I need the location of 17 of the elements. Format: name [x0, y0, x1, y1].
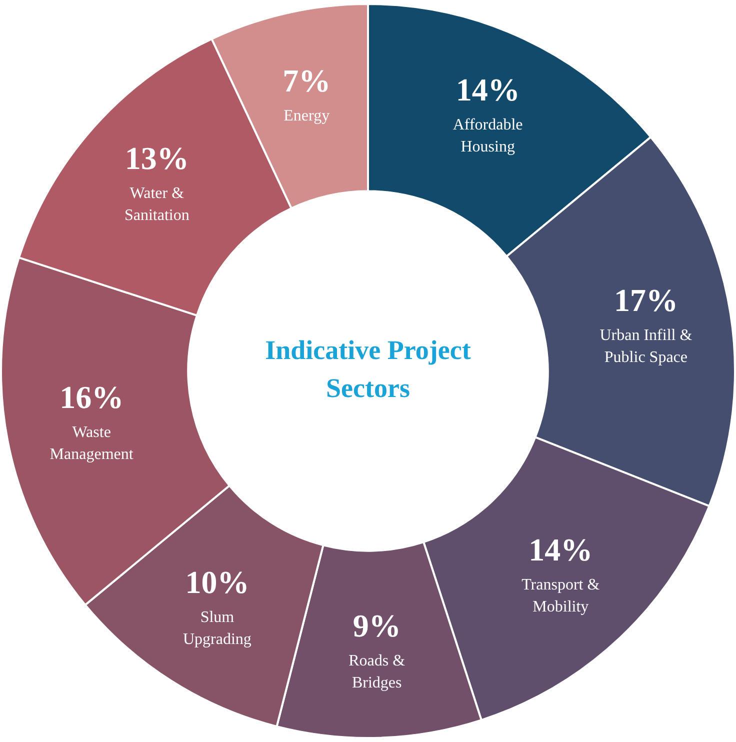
data-label: 7% [282, 62, 331, 99]
data-label: 14% [456, 72, 520, 108]
slice-label: Transport & Mobility [522, 576, 600, 616]
slice-label: Urban Infill & Public Space [600, 327, 693, 366]
slice-label: Roads & Bridges [348, 652, 406, 692]
text: Indicative Project Sectors [264, 334, 472, 405]
data-label: 16% [60, 379, 124, 415]
data-label: 10% [185, 564, 250, 600]
slice-label: Energy [284, 108, 330, 125]
slice-label: Slum Upgrading [182, 608, 252, 648]
slice-label: Affordable Housing [452, 116, 523, 156]
data-label: 17% [614, 282, 678, 318]
slice-label: Waste Management [50, 424, 134, 463]
data-label: 14% [528, 531, 593, 568]
slice-label: Water & Sanitation [124, 185, 190, 224]
data-label: 13% [124, 140, 189, 176]
data-label: 9% [352, 608, 401, 644]
